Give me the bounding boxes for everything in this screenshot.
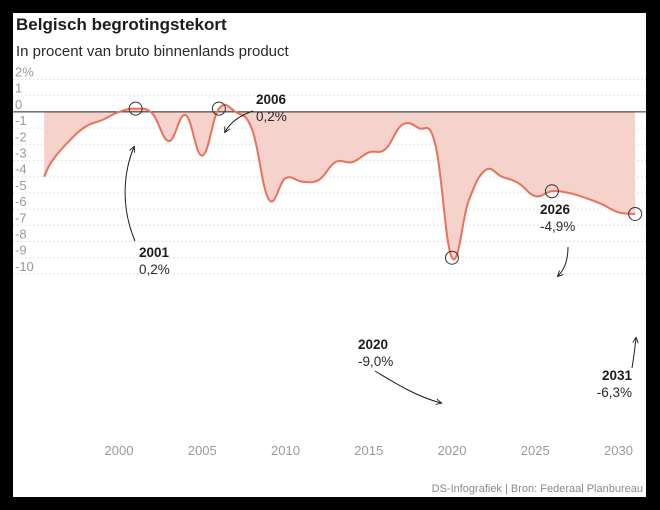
y-tick-label: -4 [15, 162, 27, 177]
x-tick-label: 2025 [521, 443, 550, 458]
chart-subtitle: In procent van bruto binnenlands product [16, 43, 289, 60]
x-tick-label: 2015 [354, 443, 383, 458]
annotation-arrow-2020 [374, 370, 441, 403]
annotation-year-2026: 2026 [540, 202, 571, 217]
annotation-value-2001: 0,2% [139, 262, 170, 277]
annotation-marker-2006 [211, 101, 226, 116]
y-tick-label: 1 [15, 81, 22, 96]
annotation-value-2020: -9,0% [358, 354, 393, 369]
y-tick-label: 0 [15, 97, 22, 112]
x-tick-label: 2005 [188, 443, 217, 458]
y-tick-label: -8 [15, 227, 27, 242]
y-tick-label: -6 [15, 194, 27, 209]
annotation-marker-2031 [628, 206, 643, 221]
deficit-line [43, 103, 636, 261]
x-tick-label: 2000 [105, 443, 134, 458]
y-tick-label: -10 [15, 259, 34, 274]
source-note: DS-Infografiek | Bron: Federaal Planbure… [431, 483, 643, 495]
annotation-value-2031: -6,3% [597, 385, 632, 400]
annotation-year-2020: 2020 [358, 337, 388, 352]
annotation-marker-2001 [128, 101, 143, 116]
y-tick-label: -5 [15, 178, 27, 193]
x-tick-label: 2030 [604, 443, 633, 458]
annotation-arrow-2001 [124, 147, 136, 242]
annotation-marker-2026 [544, 184, 559, 199]
y-tick-label: -2 [15, 129, 27, 144]
y-tick-label: -9 [15, 243, 27, 258]
annotation-year-2006: 2006 [256, 92, 287, 107]
deficit-area [44, 104, 636, 260]
x-tick-label: 2020 [438, 443, 467, 458]
chart-plot: 2%10-1-2 -3-4-5-6-7 -8-9-10 2000 2005 2010 201… [13, 65, 646, 458]
y-tick-label: -7 [15, 210, 27, 225]
x-tick-label: 2010 [271, 443, 300, 458]
annotation-arrow-2006 [225, 110, 254, 132]
y-tick-label: 2% [15, 65, 34, 80]
chart-title: Belgisch begrotingstekort [16, 15, 227, 34]
annotation-year-2031: 2031 [602, 368, 633, 383]
annotation-arrow-2026 [558, 246, 569, 276]
y-tick-label: -3 [15, 146, 27, 161]
annotation-value-2026: -4,9% [540, 219, 575, 234]
annotation-marker-2020 [445, 250, 459, 265]
annotation-arrow-2031 [631, 338, 636, 369]
annotation-value-2006: 0,2% [256, 109, 287, 124]
chart-card: Belgisch begrotingstekort In procent van… [13, 13, 646, 497]
annotation-year-2001: 2001 [139, 245, 170, 260]
y-tick-label: -1 [15, 113, 27, 128]
